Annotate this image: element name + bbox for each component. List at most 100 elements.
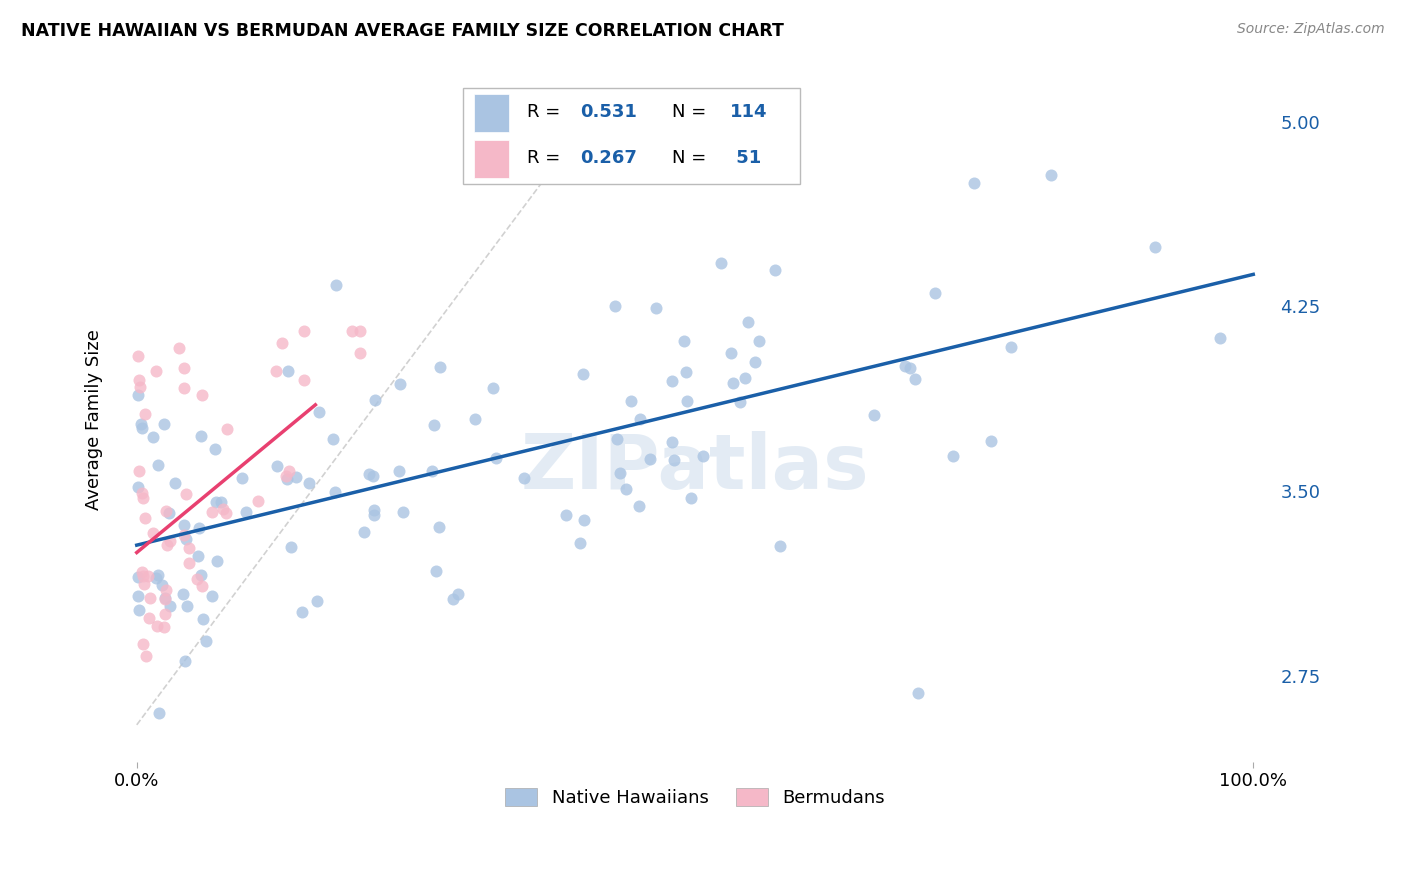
Text: 0.267: 0.267 (581, 148, 637, 167)
Point (763, 263, 786, 277)
Point (146, 458, 169, 473)
Point (128, 373, 150, 387)
Point (204, 442, 226, 456)
Point (363, 503, 385, 517)
Point (204, 494, 226, 508)
Point (201, 505, 224, 519)
Point (605, 299, 627, 313)
Point (728, 394, 751, 409)
Point (429, 360, 451, 375)
Point (153, 417, 176, 431)
Point (191, 579, 214, 593)
Point (363, 392, 385, 407)
Point (235, 505, 257, 519)
Point (609, 467, 631, 481)
Point (616, 482, 638, 496)
Point (963, 176, 986, 190)
Point (191, 612, 214, 626)
Point (131, 421, 153, 435)
FancyBboxPatch shape (463, 87, 800, 184)
Point (638, 451, 661, 466)
Point (676, 394, 699, 409)
Point (661, 374, 683, 388)
Point (246, 494, 269, 508)
Point (737, 315, 759, 329)
Point (190, 388, 212, 402)
Point (683, 169, 706, 183)
Point (132, 636, 155, 650)
Point (661, 435, 683, 450)
Point (744, 355, 766, 369)
Point (353, 524, 375, 539)
Point (692, 450, 714, 464)
Point (155, 607, 177, 621)
Point (427, 520, 450, 534)
Point (127, 349, 149, 363)
Text: 114: 114 (730, 103, 768, 120)
Point (710, 255, 733, 269)
Point (139, 591, 162, 605)
Point (127, 589, 149, 603)
Point (138, 569, 160, 583)
Point (173, 517, 195, 532)
Point (148, 706, 170, 720)
Point (1143, 240, 1166, 254)
Text: 51: 51 (730, 148, 761, 167)
Point (554, 508, 576, 522)
Point (392, 505, 415, 519)
Point (485, 451, 508, 466)
Point (131, 486, 153, 500)
Point (205, 554, 228, 568)
Point (298, 475, 321, 490)
Point (128, 603, 150, 617)
Point (441, 591, 464, 606)
Y-axis label: Average Family Size: Average Family Size (86, 329, 103, 510)
Point (212, 501, 235, 516)
Point (572, 513, 595, 527)
Point (284, 470, 307, 484)
Point (172, 587, 194, 601)
Point (155, 583, 177, 598)
Point (217, 422, 239, 436)
Text: R =: R = (527, 103, 565, 120)
Point (127, 388, 149, 402)
Point (135, 649, 157, 664)
Point (156, 539, 179, 553)
Point (174, 654, 197, 668)
Point (138, 611, 160, 625)
Point (127, 480, 149, 494)
Point (176, 599, 198, 614)
Point (924, 286, 946, 301)
Point (679, 491, 702, 505)
Point (128, 379, 150, 393)
Point (277, 364, 299, 378)
Point (174, 487, 197, 501)
Point (322, 433, 344, 447)
Point (662, 453, 685, 467)
Point (132, 491, 155, 506)
Point (292, 324, 315, 338)
Point (146, 568, 169, 582)
Point (188, 521, 211, 535)
Point (942, 450, 965, 464)
Text: N =: N = (672, 103, 711, 120)
Point (863, 409, 886, 423)
Point (721, 376, 744, 390)
Point (215, 506, 238, 520)
Text: 0.531: 0.531 (581, 103, 637, 120)
FancyBboxPatch shape (474, 95, 509, 132)
Point (389, 376, 412, 391)
Point (325, 278, 347, 293)
Point (628, 412, 651, 426)
Point (134, 510, 156, 524)
Point (129, 417, 152, 431)
Point (134, 407, 156, 421)
Point (186, 572, 208, 586)
Point (423, 418, 446, 433)
Point (159, 599, 181, 614)
Text: Source: ZipAtlas.com: Source: ZipAtlas.com (1237, 22, 1385, 37)
Point (276, 472, 298, 486)
Point (769, 539, 792, 553)
Point (173, 361, 195, 376)
Point (748, 334, 770, 348)
